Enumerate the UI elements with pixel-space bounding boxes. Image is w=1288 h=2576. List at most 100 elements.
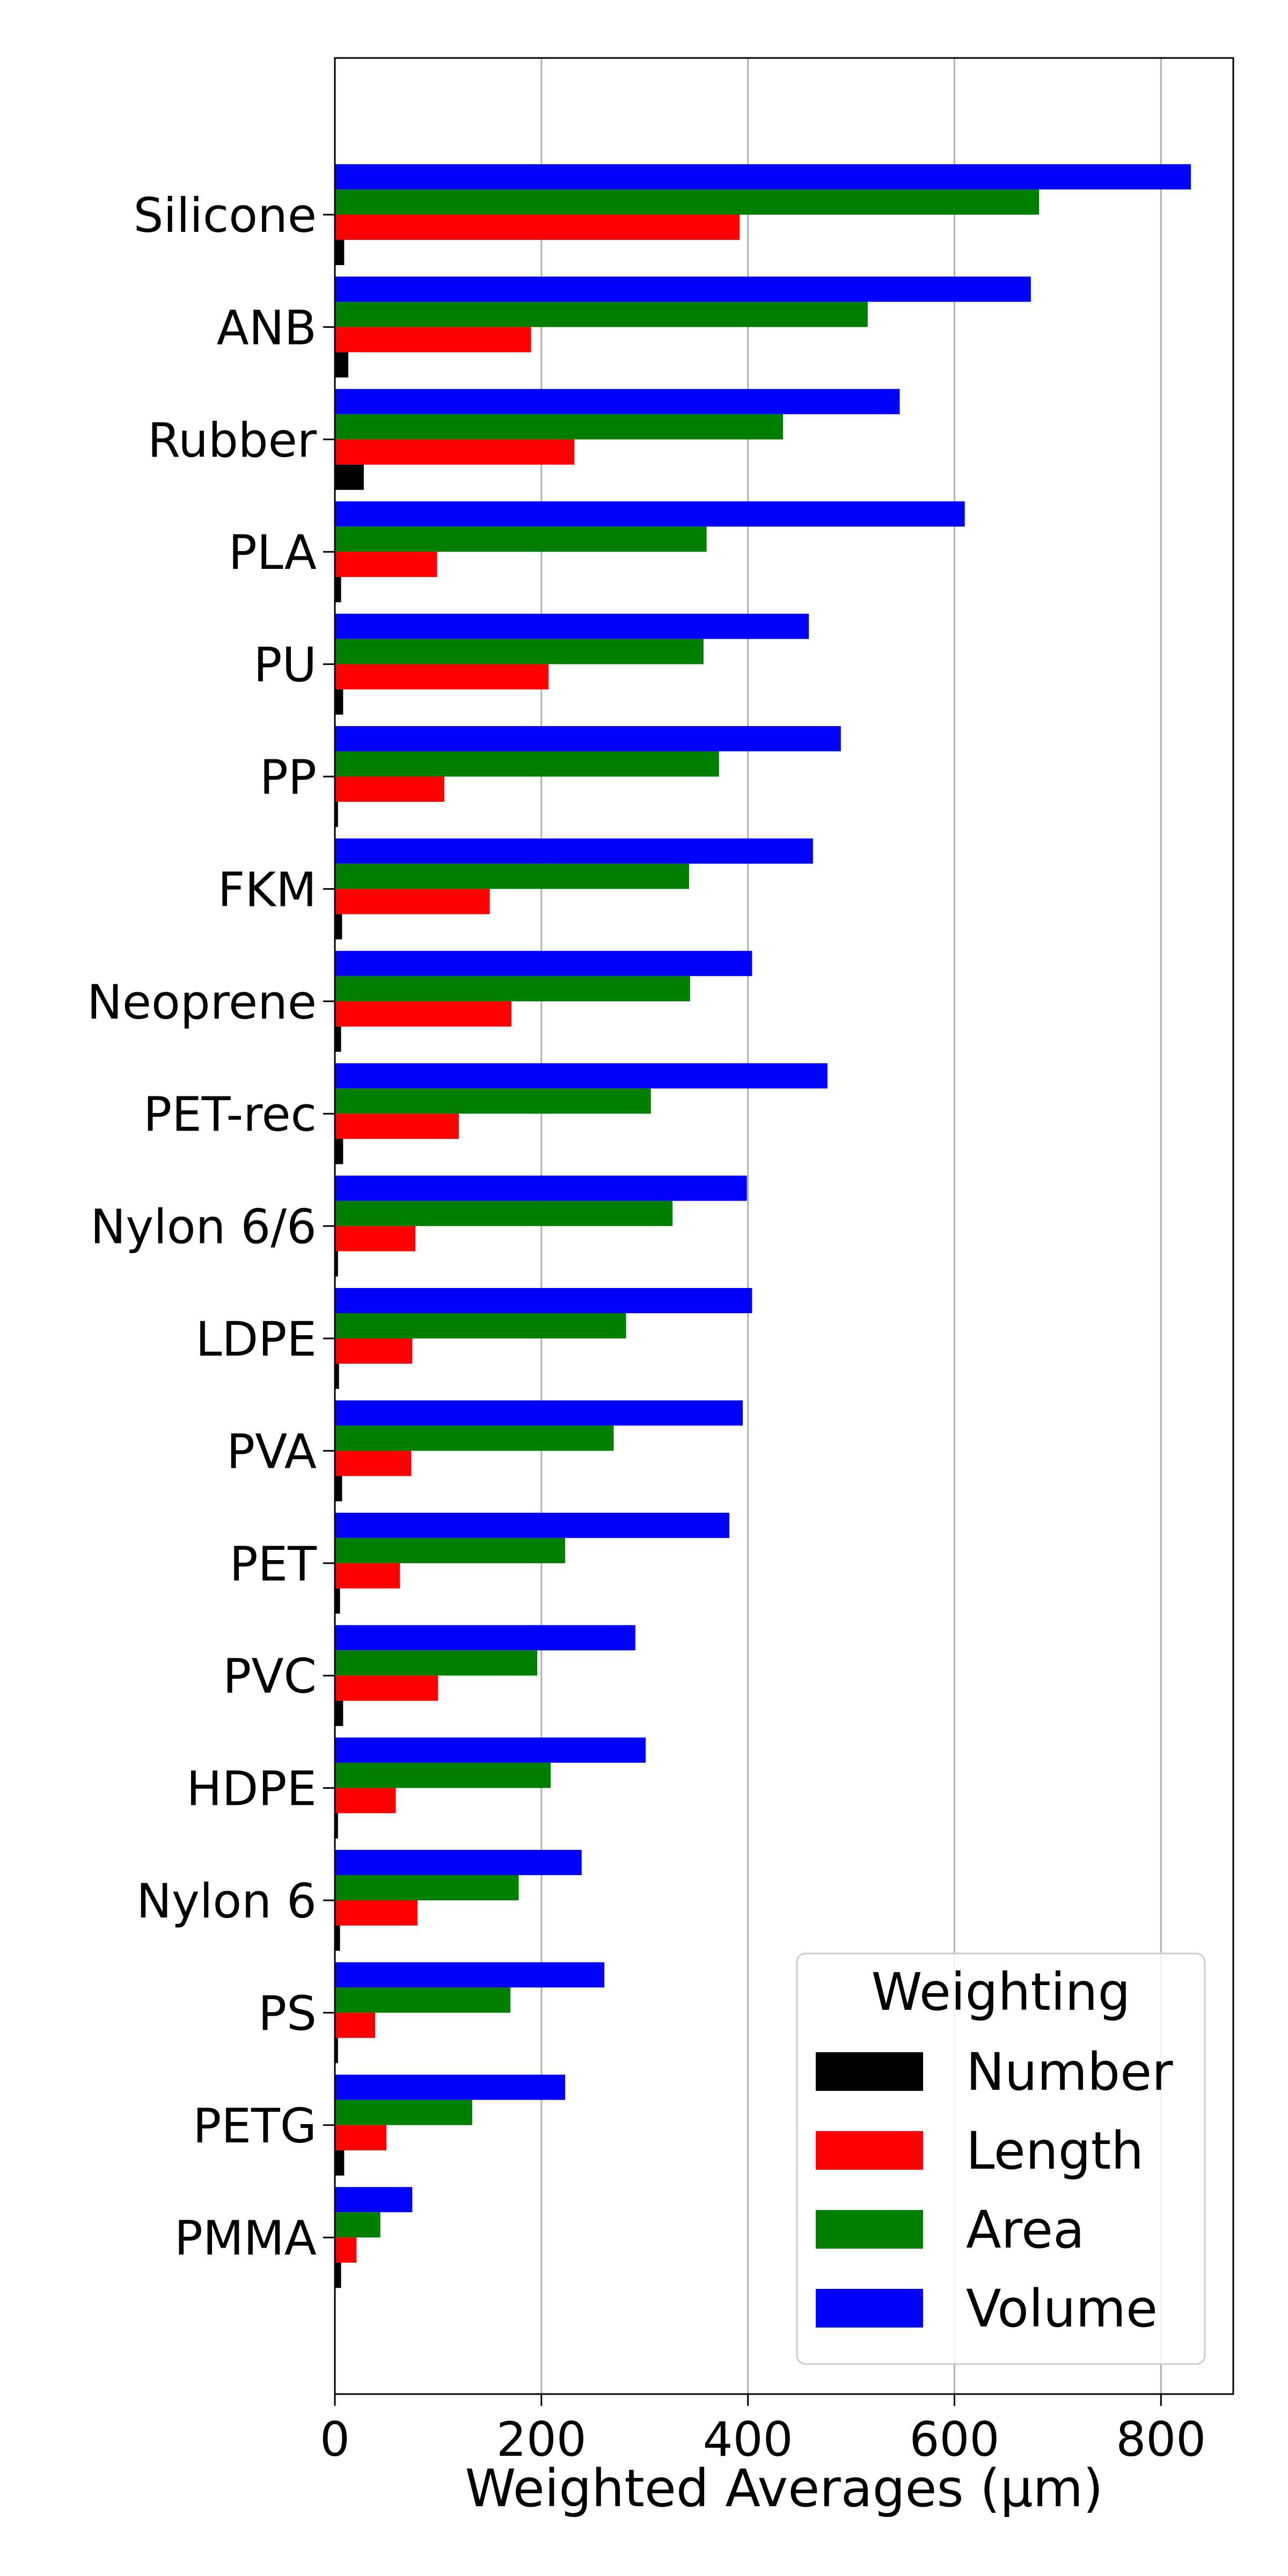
bar-ldpe-volume (335, 1288, 752, 1313)
y-tick-label-ldpe: LDPE (196, 1312, 317, 1367)
y-tick-label-neoprene: Neoprene (87, 975, 317, 1030)
bar-petg-length (335, 2125, 387, 2150)
bar-ps-area (335, 1987, 511, 2013)
bar-hdpe-number (335, 1813, 338, 1839)
bar-hdpe-length (335, 1788, 396, 1813)
bar-nylon-6-volume (335, 1850, 582, 1875)
bar-fkm-volume (335, 838, 813, 864)
legend-swatch-area (816, 2210, 923, 2249)
bar-pu-number (335, 689, 343, 715)
bar-anb-volume (335, 276, 1031, 302)
legend-label-area: Area (966, 2200, 1085, 2260)
y-tick-label-ps: PS (258, 1986, 317, 2041)
bar-nylon-6-6-number (335, 1251, 338, 1277)
bar-pla-area (335, 526, 707, 552)
bar-ldpe-area (335, 1313, 626, 1338)
bar-pp-number (335, 802, 338, 827)
bar-anb-area (335, 302, 868, 327)
y-tick-label-hdpe: HDPE (186, 1761, 317, 1817)
bar-nylon-6-6-length (335, 1226, 416, 1252)
bar-pmma-length (335, 2237, 357, 2263)
bar-pu-length (335, 664, 549, 690)
bar-neoprene-area (335, 976, 690, 1001)
bar-pvc-length (335, 1675, 438, 1701)
bar-pva-length (335, 1451, 412, 1476)
x-axis: 0 200 400 600 800 (320, 2394, 1206, 2467)
legend-title: Weighting (872, 1962, 1131, 2022)
y-tick-label-rubber: Rubber (148, 413, 317, 468)
bar-silicone-length (335, 215, 740, 240)
bar-nylon-6-area (335, 1875, 519, 1900)
bar-hdpe-area (335, 1762, 551, 1788)
bar-pp-length (335, 777, 444, 802)
bar-pet-number (335, 1588, 340, 1614)
x-axis-title: Weighted Averages (µm) (465, 2458, 1103, 2519)
bar-pva-volume (335, 1400, 743, 1426)
bar-silicone-number (335, 240, 345, 265)
y-axis: Silicone ANB Rubber PLA PU PP FKM Neoprene PET-r… (87, 188, 335, 2266)
y-tick-label-pvc: PVC (223, 1649, 317, 1704)
bar-rubber-number (335, 464, 364, 490)
bar-anb-number (335, 352, 349, 378)
bar-pet-area (335, 1538, 566, 1563)
y-tick-label-fkm: FKM (218, 862, 317, 917)
bar-silicone-area (335, 189, 1040, 215)
x-tick-label-0: 0 (320, 2412, 350, 2467)
bar-ps-volume (335, 1962, 605, 1988)
bar-pet-volume (335, 1512, 730, 1538)
bar-pet-rec-area (335, 1088, 651, 1114)
legend: Weighting Number Length Area Volume (796, 1952, 1206, 2365)
bar-pp-volume (335, 726, 841, 751)
bar-pu-volume (335, 613, 809, 639)
bar-pla-number (335, 577, 341, 603)
bar-hdpe-volume (335, 1737, 646, 1763)
legend-label-length: Length (966, 2121, 1144, 2181)
bar-rubber-length (335, 439, 575, 465)
x-tick-label-600: 600 (909, 2412, 999, 2467)
y-tick-label-pp: PP (260, 750, 317, 805)
bar-pet-length (335, 1563, 400, 1589)
legend-entries: Number Length Area Volume (816, 2042, 1173, 2339)
y-tick-label-petg: PETG (193, 2098, 317, 2154)
legend-label-volume: Volume (966, 2279, 1158, 2339)
bar-pet-rec-number (335, 1139, 343, 1165)
bar-fkm-area (335, 863, 689, 889)
legend-swatch-volume (816, 2289, 923, 2328)
y-tick-label-pla: PLA (229, 525, 317, 580)
bar-fkm-number (335, 914, 342, 940)
y-tick-label-pet: PET (230, 1536, 318, 1592)
bar-petg-volume (335, 2074, 566, 2100)
bar-nylon-6-number (335, 1926, 340, 1951)
bar-pmma-volume (335, 2187, 413, 2213)
bar-silicone-volume (335, 164, 1191, 189)
bar-ps-number (335, 2038, 338, 2063)
bar-rubber-area (335, 414, 784, 440)
bar-pvc-area (335, 1650, 538, 1676)
bar-pet-rec-volume (335, 1063, 828, 1089)
bar-ps-length (335, 2012, 376, 2038)
bar-petg-area (335, 2099, 472, 2125)
y-tick-label-silicone: Silicone (134, 188, 317, 243)
bar-neoprene-number (335, 1026, 341, 1052)
bar-pla-volume (335, 501, 965, 527)
bar-nylon-6-6-area (335, 1201, 673, 1226)
bar-pp-area (335, 751, 719, 777)
y-tick-label-anb: ANB (217, 300, 317, 355)
bar-pva-area (335, 1425, 614, 1451)
bars (335, 164, 1191, 2288)
bar-pet-rec-length (335, 1114, 459, 1139)
bar-pu-area (335, 639, 704, 664)
bar-nylon-6-6-volume (335, 1175, 747, 1201)
bar-fkm-length (335, 889, 490, 914)
bar-anb-length (335, 327, 531, 353)
legend-swatch-length (816, 2131, 923, 2170)
x-tick-label-800: 800 (1116, 2412, 1206, 2467)
y-tick-label-pu: PU (254, 638, 317, 693)
bar-pvc-number (335, 1701, 343, 1726)
legend-label-number: Number (966, 2042, 1173, 2102)
bar-pmma-area (335, 2212, 380, 2238)
x-tick-label-200: 200 (496, 2412, 587, 2467)
bar-pvc-volume (335, 1625, 635, 1651)
bar-neoprene-length (335, 1001, 512, 1027)
